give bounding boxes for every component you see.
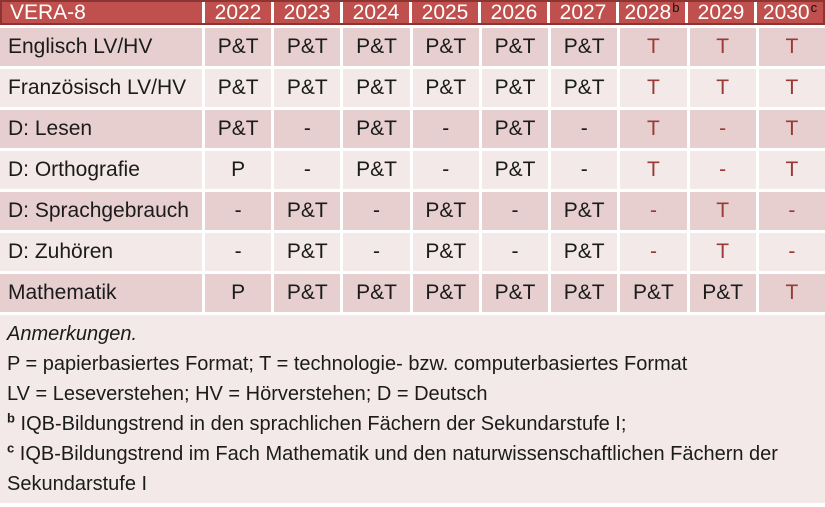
table-cell: - xyxy=(343,233,410,271)
table-cell: P&T xyxy=(274,233,341,271)
table-cell: P&T xyxy=(274,274,341,312)
table-cell: P&T xyxy=(481,151,549,189)
header-footnote-marker-c: c xyxy=(810,0,818,15)
table-cell: P&T xyxy=(412,28,479,66)
table-cell: - xyxy=(758,192,825,230)
table-cell: T xyxy=(620,28,687,66)
table-cell: P&T xyxy=(620,274,687,312)
table-cell: - xyxy=(620,233,687,271)
table-cell: P xyxy=(205,274,272,312)
table-cell: P&T xyxy=(343,28,410,66)
table-cell: T xyxy=(758,110,825,148)
table-body: Englisch LV/HV P&T P&T P&T P&T P&T P&T T T T Franz… xyxy=(0,28,825,312)
table-title: VERA-8 xyxy=(2,2,202,23)
year-header-2026: 2026 xyxy=(481,2,547,23)
table-cell: P&T xyxy=(343,110,410,148)
table-cell: T xyxy=(689,69,756,107)
table-cell: - xyxy=(689,110,756,148)
table-cell: T xyxy=(620,110,687,148)
footnote-c-marker: c xyxy=(7,440,15,456)
table-cell: - xyxy=(689,151,756,189)
year-header-2023: 2023 xyxy=(274,2,340,23)
year-header-2027: 2027 xyxy=(550,2,616,23)
table-cell: - xyxy=(620,192,687,230)
year-header-2022: 2022 xyxy=(205,2,271,23)
table-cell: P&T xyxy=(274,28,341,66)
footnote-b-text: IQB-Bildungstrend in den sprachlichen Fä… xyxy=(20,413,627,435)
table-cell: T xyxy=(620,69,687,107)
table-cell: P&T xyxy=(481,69,549,107)
table-cell: T xyxy=(689,28,756,66)
year-header-2030: 2030 c xyxy=(757,0,823,23)
table-cell: T xyxy=(758,274,825,312)
table-cell: P&T xyxy=(551,28,618,66)
table-cell: - xyxy=(343,192,410,230)
table-cell: P&T xyxy=(551,192,618,230)
row-label: D: Orthografie xyxy=(0,151,202,189)
table-cell: - xyxy=(758,233,825,271)
table-cell: - xyxy=(481,233,549,271)
row-label: Mathematik xyxy=(0,274,202,312)
table-cell: T xyxy=(758,28,825,66)
table-cell: - xyxy=(412,110,479,148)
table-cell: P&T xyxy=(481,28,549,66)
footnote-b: b IQB-Bildungstrend in den sprachlichen … xyxy=(7,409,815,439)
header-footnote-marker-b: b xyxy=(672,0,680,15)
notes-heading: Anmerkungen. xyxy=(7,323,138,345)
notes-section: Anmerkungen. P = papierbasiertes Format;… xyxy=(0,315,825,503)
table-cell: P&T xyxy=(343,69,410,107)
footnote-c: c IQB-Bildungstrend im Fach Mathematik u… xyxy=(7,439,815,499)
note-abbreviations: LV = Leseverstehen; HV = Hörverstehen; D… xyxy=(7,383,488,405)
row-label: D: Sprachgebrauch xyxy=(0,192,202,230)
year-header-2028: 2028 b xyxy=(619,0,685,23)
table-cell: P&T xyxy=(689,274,756,312)
table-cell: P&T xyxy=(412,69,479,107)
table-cell: - xyxy=(274,110,341,148)
table-cell: P&T xyxy=(343,151,410,189)
table-cell: - xyxy=(205,233,272,271)
table-header-row: VERA-8 2022 2023 2024 2025 2026 2027 2028 b 2029… xyxy=(0,0,825,25)
row-label: Französisch LV/HV xyxy=(0,69,202,107)
table-cell: T xyxy=(689,192,756,230)
table-cell: P&T xyxy=(343,274,410,312)
year-header-2029: 2029 xyxy=(688,2,754,23)
year-header-2025: 2025 xyxy=(412,2,478,23)
table-cell: - xyxy=(481,192,549,230)
table-cell: P xyxy=(205,151,272,189)
table-cell: P&T xyxy=(205,110,272,148)
table-cell: P&T xyxy=(412,192,479,230)
table-cell: P&T xyxy=(205,28,272,66)
table-cell: - xyxy=(274,151,341,189)
footnote-c-text: IQB-Bildungstrend im Fach Mathematik und… xyxy=(7,443,778,495)
table-cell: P&T xyxy=(274,192,341,230)
table-cell: P&T xyxy=(412,274,479,312)
year-header-2024: 2024 xyxy=(343,2,409,23)
note-formats: P = papierbasiertes Format; T = technolo… xyxy=(7,353,688,375)
table-cell: T xyxy=(689,233,756,271)
table-cell: P&T xyxy=(551,233,618,271)
table-cell: T xyxy=(620,151,687,189)
table-cell: P&T xyxy=(205,69,272,107)
table-cell: P&T xyxy=(412,233,479,271)
table-cell: - xyxy=(551,110,618,148)
row-label: D: Lesen xyxy=(0,110,202,148)
table-cell: P&T xyxy=(481,274,549,312)
table-cell: T xyxy=(758,69,825,107)
footnote-b-marker: b xyxy=(7,410,15,426)
table-cell: P&T xyxy=(551,69,618,107)
table-cell: P&T xyxy=(481,110,549,148)
row-label: Englisch LV/HV xyxy=(0,28,202,66)
table-cell: T xyxy=(758,151,825,189)
table-cell: - xyxy=(551,151,618,189)
table-cell: P&T xyxy=(551,274,618,312)
row-label: D: Zuhören xyxy=(0,233,202,271)
table-cell: - xyxy=(412,151,479,189)
table-cell: P&T xyxy=(274,69,341,107)
table-cell: - xyxy=(205,192,272,230)
